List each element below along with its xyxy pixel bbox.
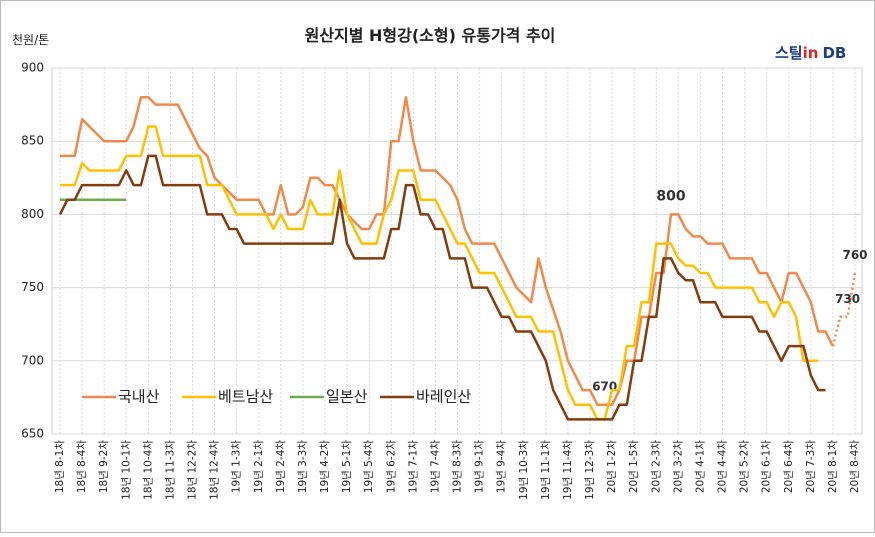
x-tick-label: 20년 6-4차 — [783, 440, 795, 494]
y-unit: 천원/톤 — [12, 32, 49, 47]
x-tick-label: 18년 12-2차 — [187, 440, 199, 500]
x-tick-label: 19년 8-3차 — [452, 440, 464, 494]
x-tick-label: 18년 10-1차 — [120, 440, 132, 500]
x-tick-label: 18년 9-2차 — [98, 440, 110, 494]
x-tick-label: 20년 8-4차 — [849, 440, 861, 494]
x-tick-label: 20년 1-2차 — [606, 440, 618, 494]
x-tick-label: 20년 1-5차 — [628, 440, 640, 494]
x-tick-label: 19년 6-2차 — [385, 440, 397, 494]
x-tick-label: 19년 5-4차 — [363, 440, 375, 494]
x-tick-label: 20년 5-2차 — [739, 440, 751, 494]
x-tick-label: 19년 7-1차 — [407, 440, 419, 494]
legend-label: 일본산 — [326, 388, 368, 406]
x-tick-label: 19년 11-1차 — [540, 440, 552, 500]
x-tick-label: 20년 4-1차 — [694, 440, 706, 494]
chart-title: 원산지별 H형강(소형) 유통가격 추이 — [305, 26, 556, 45]
legend-label: 바레인산 — [416, 388, 471, 406]
x-tick-label: 18년 8-1차 — [54, 440, 66, 494]
logo-part: 스틸 — [775, 44, 803, 62]
x-tick-label: 20년 6-1차 — [761, 440, 773, 494]
series-line — [58, 154, 826, 421]
plot-area — [51, 67, 863, 435]
y-tick-label: 750 — [21, 280, 44, 294]
x-tick-label: 20년 2-3차 — [650, 440, 662, 494]
series-line — [60, 125, 819, 421]
legend-label: 베트남산 — [218, 388, 273, 406]
x-tick-label: 19년 2-1차 — [253, 440, 265, 494]
y-tick-label: 800 — [21, 207, 44, 221]
data-label: 730 — [835, 292, 860, 306]
x-tick-label: 19년 9-1차 — [474, 440, 486, 494]
legend-label: 국내산 — [118, 388, 160, 406]
x-tick-label: 19년 5-1차 — [341, 440, 353, 494]
x-tick-label: 19년 11-4차 — [562, 440, 574, 500]
x-tick-label: 20년 8-1차 — [827, 440, 839, 494]
x-tick-label: 18년 10-4차 — [142, 440, 154, 500]
x-tick-label: 19년 3-3차 — [297, 440, 309, 494]
y-tick-label: 700 — [21, 353, 44, 367]
data-label: 800 — [656, 188, 685, 204]
x-tick-label: 18년 11-3차 — [164, 440, 176, 500]
series-line-dotted — [831, 272, 857, 347]
x-tick-label: 19년 4-2차 — [319, 440, 331, 494]
logo-part: DB — [822, 44, 846, 62]
series-line — [60, 96, 835, 406]
logo: 스틸in DB — [775, 44, 846, 62]
x-tick-label: 19년 2-4차 — [275, 440, 287, 494]
x-tick-label: 19년 9-4차 — [496, 440, 508, 494]
x-tick-label: 19년 12-3차 — [584, 440, 596, 500]
x-tick-label: 19년 7-4차 — [429, 440, 441, 494]
x-tick-label: 20년 4-4차 — [717, 440, 729, 494]
x-tick-label: 18년 8-4차 — [76, 440, 88, 494]
x-tick-label: 19년 10-3차 — [518, 440, 530, 500]
data-label: 670 — [592, 380, 617, 394]
x-tick-label: 18년 12-4차 — [209, 440, 221, 500]
y-tick-label: 900 — [21, 61, 44, 75]
x-tick-label: 20년 7-3차 — [805, 440, 817, 494]
x-tick-label: 20년 3-2차 — [672, 440, 684, 494]
y-tick-label: 850 — [21, 134, 44, 148]
data-label: 760 — [842, 248, 867, 262]
logo-part: in — [803, 44, 819, 62]
y-tick-label: 650 — [21, 427, 44, 441]
x-tick-label: 19년 1-3차 — [231, 440, 243, 494]
